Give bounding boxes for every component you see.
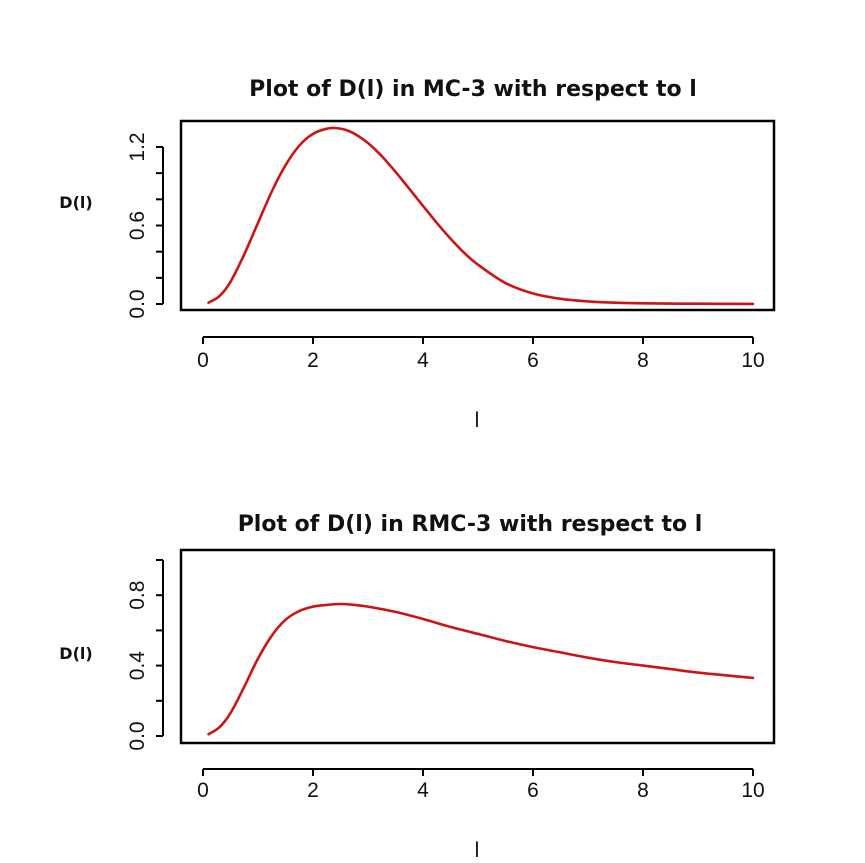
x-tick-label: 10 (741, 779, 764, 802)
y-axis-label: D(l) (59, 193, 92, 212)
y-tick-label: 0.0 (126, 721, 149, 750)
y-tick-label: 0.8 (126, 581, 149, 610)
y-tick-label: 1.2 (126, 132, 149, 161)
chart-title: Plot of D(l) in RMC-3 with respect to l (238, 512, 703, 537)
chart-panel-rmc3: Plot of D(l) in RMC-3 with respect to l … (59, 512, 776, 862)
y-axis-label: D(l) (59, 644, 92, 663)
x-tick-label: 4 (417, 349, 429, 372)
x-tick-label: 0 (197, 349, 209, 372)
x-tick-label: 6 (527, 349, 539, 372)
series-layer (207, 602, 755, 736)
x-tick-label: 2 (307, 779, 319, 802)
y-axis: 0.0 0.4 0.8 (126, 559, 164, 751)
plot-frame (179, 119, 776, 312)
chart-title: Plot of D(l) in MC-3 with respect to l (249, 77, 697, 102)
x-axis: 0 2 4 6 8 10 (197, 336, 765, 372)
series-layer (207, 126, 755, 306)
x-axis: 0 2 4 6 8 10 (197, 768, 765, 802)
plot-frame (179, 548, 776, 745)
x-tick-label: 8 (637, 779, 649, 802)
x-tick-label: 4 (417, 779, 429, 802)
y-axis: 0.0 0.6 1.2 (126, 132, 164, 319)
chart-panel-mc3: Plot of D(l) in MC-3 with respect to l 0… (59, 77, 776, 432)
series-line (207, 126, 755, 306)
y-tick-label: 0.0 (126, 289, 149, 318)
series-line (207, 602, 755, 736)
x-tick-label: 6 (527, 779, 539, 802)
x-tick-label: 10 (741, 349, 764, 372)
x-tick-label: 2 (307, 349, 319, 372)
y-tick-label: 0.4 (126, 651, 149, 681)
x-axis-label: l (475, 839, 480, 862)
x-axis-label: l (475, 409, 480, 432)
x-tick-label: 8 (637, 349, 649, 372)
y-tick-label: 0.6 (126, 211, 149, 240)
x-tick-label: 0 (197, 779, 209, 802)
